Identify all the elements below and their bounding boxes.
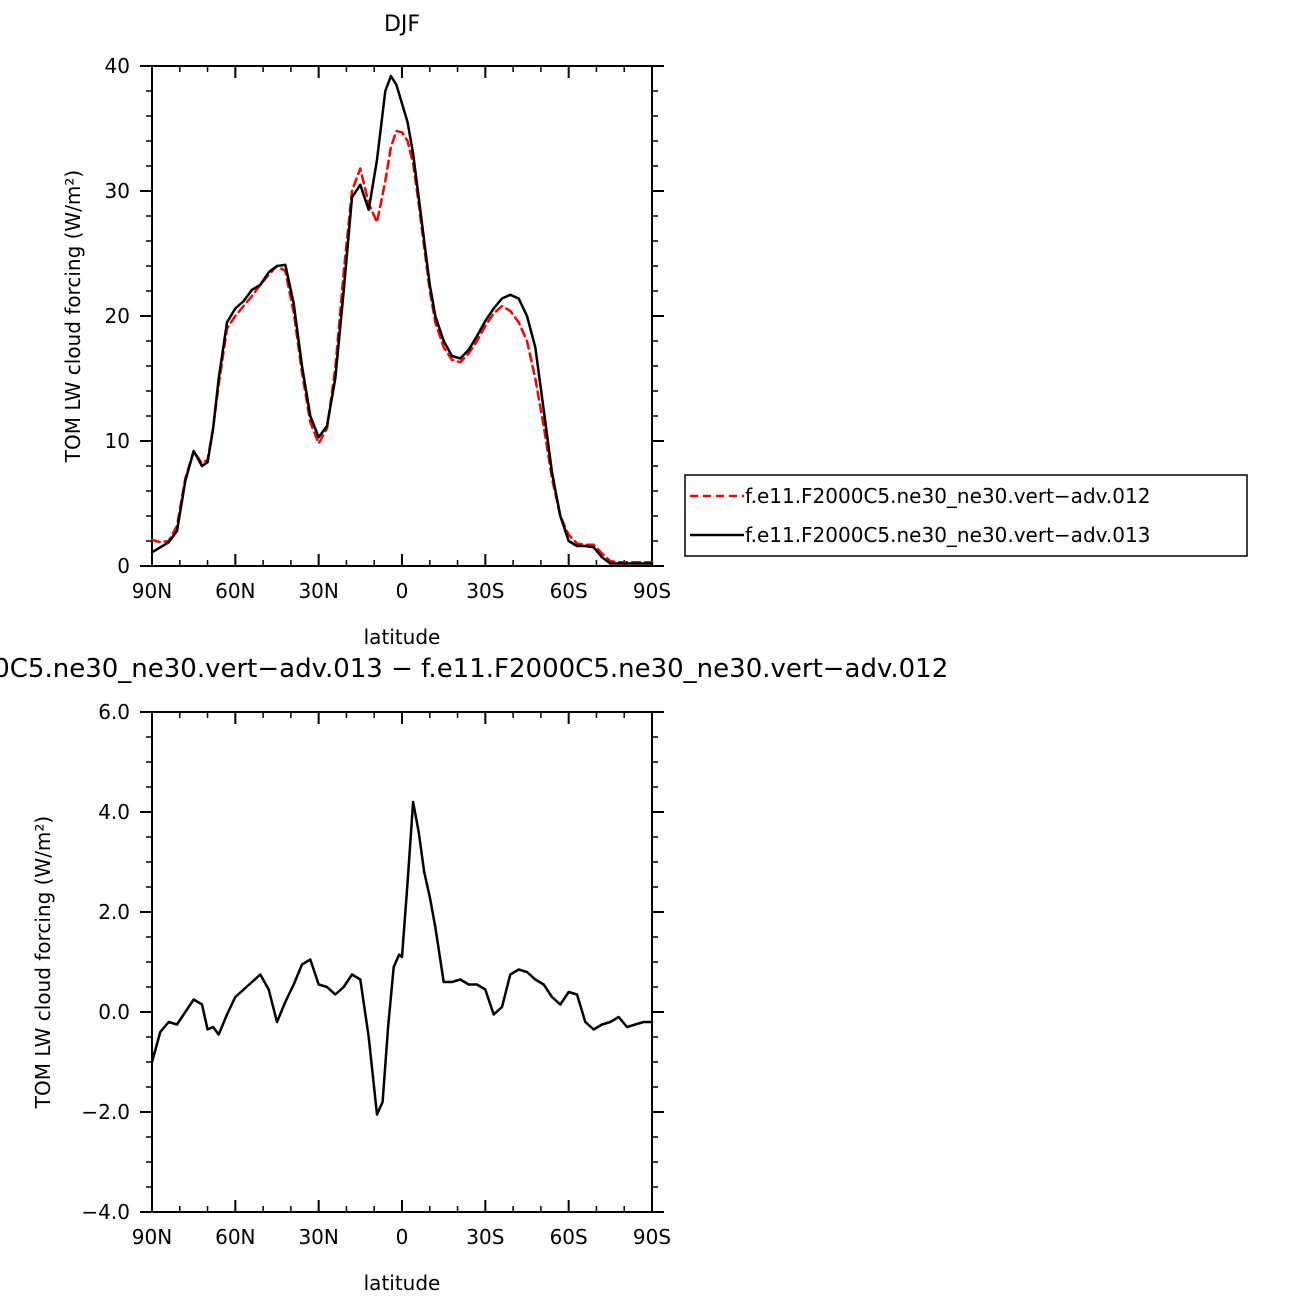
bottom-axis-ticks [140, 711, 664, 1213]
top-x-tick-labels: 90N 60N 30N 0 30S 60S 90S [132, 579, 671, 603]
x-tick-label: 60S [550, 1225, 588, 1249]
y-tick-label: 20 [105, 304, 130, 328]
x-tick-label: 90S [633, 579, 671, 603]
top-y-axis-label: TOM LW cloud forcing (W/m²) [61, 170, 85, 464]
x-tick-label: 60S [550, 579, 588, 603]
bottom-y-axis-label: TOM LW cloud forcing (W/m²) [31, 816, 55, 1110]
x-tick-label: 30S [466, 579, 504, 603]
x-tick-label: 30N [298, 579, 338, 603]
bottom-x-tick-labels: 90N 60N 30N 0 30S 60S 90S [132, 1225, 671, 1249]
bottom-y-tick-labels: −4.0 −2.0 0.0 2.0 4.0 6.0 [81, 700, 130, 1224]
y-tick-label: 0 [117, 554, 130, 578]
series-line-2 [150, 74, 654, 565]
x-tick-label: 90N [132, 1225, 172, 1249]
bottom-series-group [150, 800, 654, 1116]
legend-box [684, 474, 1248, 557]
bottom-panel: f.e11.F2000C5.ne30_ne30.vert−adv.013 − f… [0, 654, 948, 1295]
y-tick-label: 4.0 [98, 800, 130, 824]
y-tick-label: 30 [105, 179, 130, 203]
y-tick-label: 10 [105, 429, 130, 453]
x-tick-label: 30N [298, 1225, 338, 1249]
legend-entry-012: f.e11.F2000C5.ne30_ne30.vert−adv.012 [745, 484, 1150, 508]
x-tick-label: 90N [132, 579, 172, 603]
legend: f.e11.F2000C5.ne30_ne30.vert−adv.012 f.e… [684, 474, 1248, 557]
top-x-axis-label: latitude [364, 625, 441, 649]
legend-entry-013: f.e11.F2000C5.ne30_ne30.vert−adv.013 [745, 523, 1150, 547]
bottom-x-axis-label: latitude [364, 1271, 441, 1295]
top-y-tick-labels: 0 10 20 30 40 [105, 54, 130, 578]
y-tick-label: −2.0 [81, 1100, 130, 1124]
y-tick-label: 2.0 [98, 900, 130, 924]
x-tick-label: 0 [396, 1225, 409, 1249]
x-tick-label: 0 [396, 579, 409, 603]
x-tick-label: 60N [215, 579, 255, 603]
top-axis-ticks [140, 65, 664, 567]
top-panel: DJF 90N 60N 30N 0 30S 60S 90S 0 10 20 30 40 latitu… [61, 12, 1248, 649]
top-series-group [150, 74, 654, 565]
x-tick-label: 60N [215, 1225, 255, 1249]
y-tick-label: 0.0 [98, 1000, 130, 1024]
y-tick-label: 40 [105, 54, 130, 78]
bottom-panel-title: f.e11.F2000C5.ne30_ne30.vert−adv.013 − f… [0, 654, 948, 684]
x-tick-label: 30S [466, 1225, 504, 1249]
series-line-1 [150, 800, 654, 1116]
y-tick-label: −4.0 [81, 1200, 130, 1224]
x-tick-label: 90S [633, 1225, 671, 1249]
y-tick-label: 6.0 [98, 700, 130, 724]
top-panel-title: DJF [384, 12, 420, 37]
